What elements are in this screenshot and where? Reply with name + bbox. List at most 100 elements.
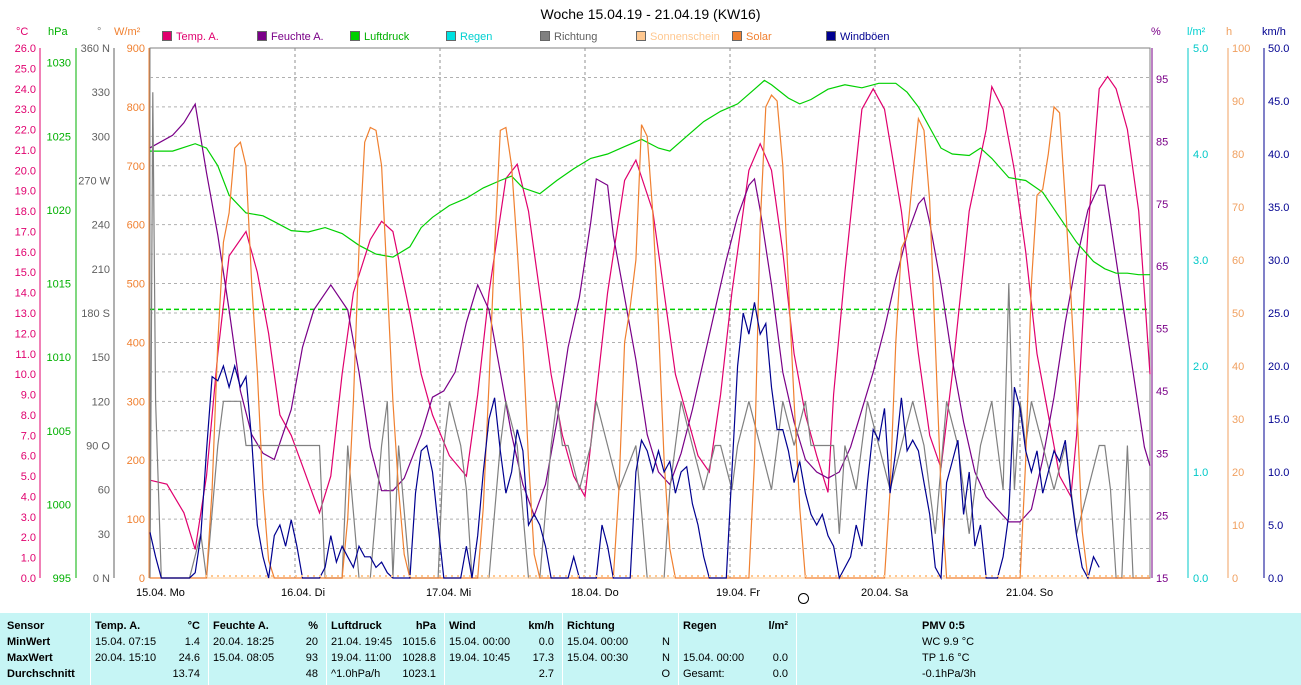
tick-label-temp: 14.0 bbox=[15, 288, 36, 300]
legend-item: Windböen bbox=[826, 31, 890, 43]
tick-label-temp: 12.0 bbox=[15, 328, 36, 340]
tick-label-temp: 5.0 bbox=[21, 471, 36, 483]
stats-label: MaxWert bbox=[7, 652, 53, 664]
stats-date: 15.04. 07:15 bbox=[95, 636, 157, 648]
tick-label-solar: 600 bbox=[127, 220, 145, 232]
tick-label-temp: 10.0 bbox=[15, 369, 36, 381]
stats-value: N bbox=[662, 652, 670, 664]
stats-value: 48 bbox=[305, 668, 318, 680]
stats-header: Luftdruck bbox=[331, 620, 382, 632]
tick-label-temp: 25.0 bbox=[15, 63, 36, 75]
tick-label-pressure: 1030 bbox=[47, 58, 71, 70]
tick-label-direction: 360 N bbox=[81, 43, 110, 55]
tick-label-wind: 10.0 bbox=[1268, 467, 1289, 479]
unit-rain: l/m² bbox=[1187, 26, 1206, 38]
stats-unit: % bbox=[308, 620, 318, 632]
tick-label-solar: 0 bbox=[139, 573, 145, 585]
tick-label-wind: 15.0 bbox=[1268, 414, 1289, 426]
x-tick-label: 15.04. Mo bbox=[136, 587, 185, 599]
tick-label-sunshine: 20 bbox=[1232, 467, 1244, 479]
stats-header: Temp. A. bbox=[95, 620, 141, 632]
tick-label-rain: 5.0 bbox=[1193, 43, 1208, 55]
tick-label-pressure: 1025 bbox=[47, 131, 71, 143]
stats-value: 0.0 bbox=[538, 636, 554, 648]
tick-label-rain: 1.0 bbox=[1193, 467, 1208, 479]
tick-label-temp: 3.0 bbox=[21, 512, 36, 524]
tick-label-solar: 500 bbox=[127, 279, 145, 291]
tick-label-solar: 400 bbox=[127, 337, 145, 349]
stats-date: Gesamt: bbox=[683, 668, 725, 680]
stats-column: Richtung 15.04. 00:00 N 15.04. 00:30 N O bbox=[562, 613, 678, 685]
tick-label-solar: 300 bbox=[127, 396, 145, 408]
stats-value: TP 1.6 °C bbox=[922, 652, 970, 664]
tick-label-temp: 6.0 bbox=[21, 451, 36, 463]
stats-unit: l/m² bbox=[768, 620, 788, 632]
tick-label-temp: 11.0 bbox=[15, 349, 36, 361]
tick-label-humidity: 65 bbox=[1156, 261, 1168, 273]
stats-date: 15.04. 08:05 bbox=[213, 652, 275, 664]
tick-label-temp: 22.0 bbox=[15, 125, 36, 137]
legend-label: Sonnenschein bbox=[650, 31, 720, 43]
stats-label-column: Sensor MinWert MaxWert Durchschnitt bbox=[0, 613, 90, 685]
tick-label-wind: 35.0 bbox=[1268, 202, 1289, 214]
stats-table: Sensor MinWert MaxWert Durchschnitt Temp… bbox=[0, 613, 1301, 685]
tick-label-direction: 270 W bbox=[78, 176, 110, 188]
tick-label-humidity: 45 bbox=[1156, 386, 1168, 398]
weather-chart: 0.0 1.0 2.0 3.0 4.0 5.0 6.0 7.0 8.0 9.0 10.0 11.0 12… bbox=[15, 43, 1290, 599]
stats-value: N bbox=[662, 636, 670, 648]
tick-label-direction: 210 bbox=[92, 264, 110, 276]
stats-column: Regen l/m² 15.04. 00:00 0.0 Gesamt: 0.0 bbox=[678, 613, 796, 685]
tick-label-pressure: 1015 bbox=[47, 279, 71, 291]
tick-label-temp: 7.0 bbox=[21, 430, 36, 442]
tick-label-temp: 2.0 bbox=[21, 532, 36, 544]
stats-date: 15.04. 00:00 bbox=[683, 652, 745, 664]
tick-label-direction: 60 bbox=[98, 485, 110, 497]
tick-label-sunshine: 100 bbox=[1232, 43, 1250, 55]
legend-swatch bbox=[540, 31, 550, 41]
legend-label: Windböen bbox=[840, 31, 890, 43]
tick-label-temp: 24.0 bbox=[15, 84, 36, 96]
legend-swatch bbox=[257, 31, 267, 41]
stats-date: 20.04. 18:25 bbox=[213, 636, 275, 648]
tick-label-temp: 20.0 bbox=[15, 165, 36, 177]
tick-label-temp: 4.0 bbox=[21, 491, 36, 503]
tick-label-temp: 19.0 bbox=[15, 186, 36, 198]
x-tick-label: 16.04. Di bbox=[281, 587, 325, 599]
stats-label: Durchschnitt bbox=[7, 668, 75, 680]
unit-humidity: % bbox=[1151, 26, 1161, 38]
x-tick-label: 21.04. So bbox=[1006, 587, 1053, 599]
tick-label-humidity: 75 bbox=[1156, 199, 1168, 211]
tick-label-temp: 17.0 bbox=[15, 226, 36, 238]
stats-value: 0.0 bbox=[772, 652, 788, 664]
tick-label-rain: 2.0 bbox=[1193, 361, 1208, 373]
stats-date: 19.04. 11:00 bbox=[331, 652, 392, 664]
stats-header: Feuchte A. bbox=[213, 620, 269, 632]
tick-label-solar: 900 bbox=[127, 43, 145, 55]
stats-column: Luftdruck hPa 21.04. 19:45 1015.6 19.04. 11:… bbox=[326, 613, 444, 685]
stats-value: 20 bbox=[305, 636, 318, 648]
stats-column: Wind km/h 15.04. 00:00 0.0 19.04. 10:45 17.3 2… bbox=[444, 613, 562, 685]
tick-label-wind: 30.0 bbox=[1268, 255, 1289, 267]
tick-label-pressure: 995 bbox=[53, 573, 71, 585]
tick-label-rain: 3.0 bbox=[1193, 255, 1208, 267]
legend-label: Feuchte A. bbox=[271, 31, 324, 43]
stats-label: MinWert bbox=[7, 636, 51, 648]
tick-label-wind: 0.0 bbox=[1268, 573, 1283, 585]
tick-label-wind: 40.0 bbox=[1268, 149, 1289, 161]
tick-label-sunshine: 30 bbox=[1232, 414, 1244, 426]
stats-value: 1023.1 bbox=[402, 668, 436, 680]
tick-label-pressure: 1010 bbox=[47, 352, 71, 364]
stats-value: 1.4 bbox=[184, 636, 200, 648]
tick-label-temp: 1.0 bbox=[21, 553, 36, 565]
tick-label-temp: 15.0 bbox=[15, 267, 36, 279]
x-tick-label: 19.04. Fr bbox=[716, 587, 760, 599]
tick-label-temp: 9.0 bbox=[21, 390, 36, 402]
right-axes: 15 25 35 45 55 65 75 85 95 0.0 1.0 2.0 3.0 4.0 5.0 0 10 2… bbox=[1151, 43, 1289, 585]
stats-header: Wind bbox=[449, 620, 476, 632]
stats-value: WC 9.9 °C bbox=[922, 636, 975, 648]
tick-label-direction: 90 O bbox=[86, 441, 110, 453]
tick-label-sunshine: 90 bbox=[1232, 96, 1244, 108]
x-axis: 15.04. Mo 16.04. Di 17.04. Mi 18.04. Do 19.0… bbox=[136, 587, 1053, 599]
unit-solar: W/m² bbox=[114, 26, 141, 38]
series-line bbox=[149, 75, 1151, 550]
